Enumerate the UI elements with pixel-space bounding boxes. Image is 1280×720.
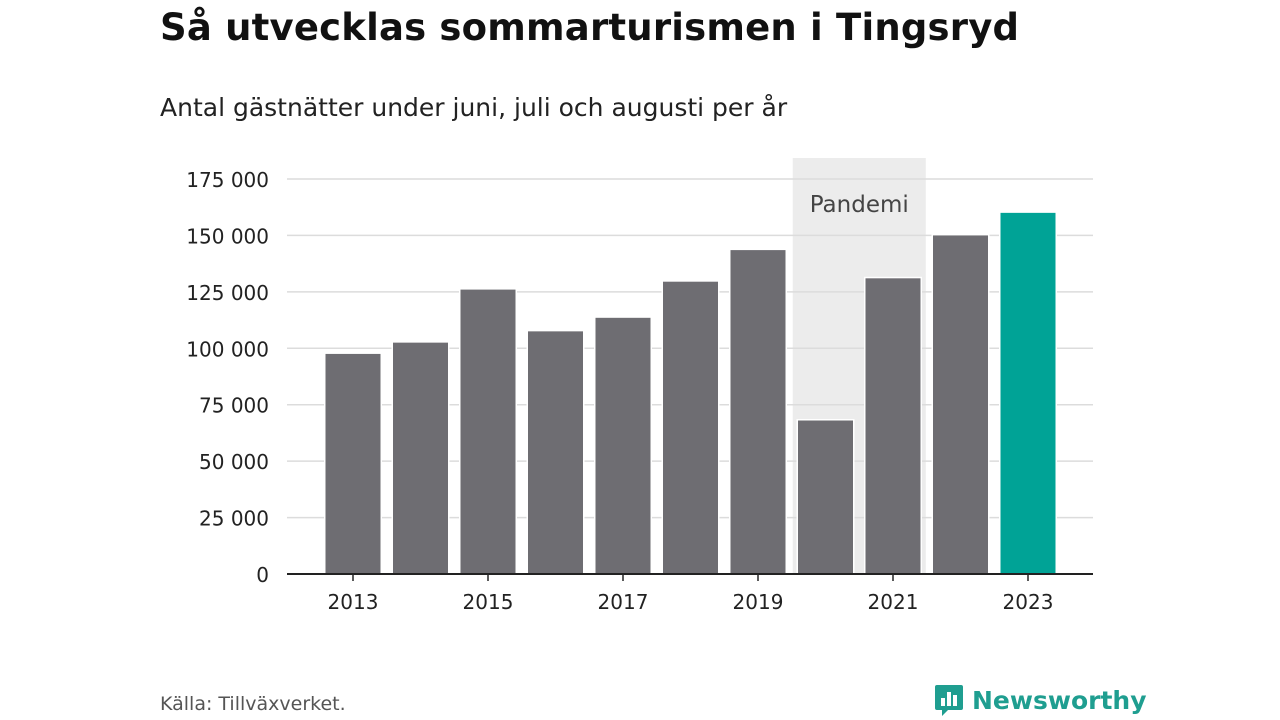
y-tick-label: 25 000 [199, 507, 269, 531]
source-note: Källa: Tillväxverket. [160, 693, 346, 715]
bar-2017 [595, 317, 651, 574]
bar-2023 [1000, 212, 1056, 574]
chart-subtitle: Antal gästnätter under juni, juli och au… [160, 93, 788, 122]
bar-2019 [730, 250, 786, 574]
y-tick-label: 125 000 [186, 281, 269, 305]
bar-2018 [663, 281, 718, 574]
newsworthy-logo-text: Newsworthy [972, 685, 1147, 715]
y-tick-label: 175 000 [186, 168, 269, 192]
pandemic-label: Pandemi [810, 192, 909, 218]
y-tick-label: 100 000 [186, 337, 269, 361]
x-tick-label: 2023 [1003, 590, 1054, 614]
y-tick-label: 0 [256, 563, 269, 587]
chart-title: Så utvecklas sommarturismen i Tingsryd [160, 6, 1020, 49]
x-tick-label: 2013 [328, 590, 379, 614]
y-tick-label: 50 000 [199, 450, 269, 474]
bar-2022 [933, 235, 988, 574]
x-tick-label: 2015 [463, 590, 514, 614]
bar-2020 [798, 420, 853, 574]
bar-2021 [865, 278, 921, 574]
newsworthy-logo: Newsworthy [934, 683, 1147, 717]
x-tick-label: 2021 [868, 590, 919, 614]
y-tick-label: 75 000 [199, 394, 269, 418]
bar-2015 [460, 289, 516, 574]
x-tick-label: 2019 [733, 590, 784, 614]
bar-2016 [528, 331, 583, 574]
bar-2013 [325, 353, 381, 574]
x-tick-label: 2017 [598, 590, 649, 614]
bar-chart: Pandemi 0 25 000 50 000 75 000 100 000 125 00… [186, 158, 1093, 614]
bar-2014 [393, 342, 448, 574]
y-tick-label: 150 000 [186, 224, 269, 248]
newsworthy-logo-icon [935, 685, 963, 716]
